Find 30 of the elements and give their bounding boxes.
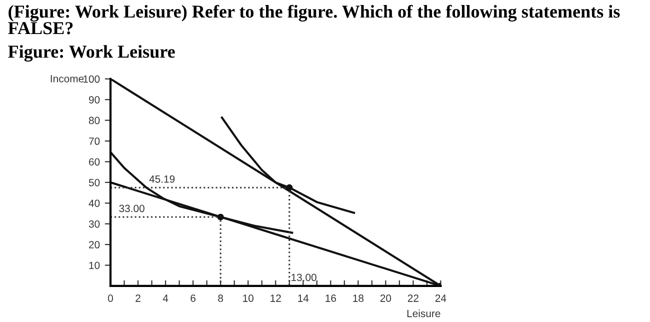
y-tick-label: 50 [88, 178, 100, 186]
x-tick-label: 24 [435, 294, 446, 302]
x-axis-title: Leisure [407, 310, 440, 318]
y-tick-label: 10 [89, 262, 100, 270]
x-tick-label: 20 [380, 294, 392, 302]
y-tick-label: 30 [88, 220, 100, 228]
x-tick-label: 4 [162, 294, 168, 302]
x-tick-label: 12 [270, 294, 281, 302]
x-tick-label: 18 [353, 294, 364, 302]
chart-subtitle: Figure: Work Leisure [8, 45, 175, 62]
chart-title: (Figure: Work Leisure) Refer to the figure. Which of the following statements is FALSE? [8, 4, 620, 34]
y-axis-title: Income [50, 75, 84, 82]
annotation: 45.19 [149, 175, 175, 183]
x-tick-label: 8 [218, 294, 224, 302]
x-tick-label: 2 [136, 294, 140, 302]
x-tick-label: 22 [408, 294, 418, 302]
y-tick-label: 60 [89, 158, 100, 166]
y-tick-label: 70 [89, 138, 100, 145]
y-tick-label: 90 [88, 96, 100, 104]
y-tick-label: 100 [84, 75, 100, 83]
annotation: 33.00 [119, 204, 144, 212]
x-tick-label: 14 [298, 294, 309, 302]
annotation: 13.00 [292, 274, 316, 282]
x-tick-label: 10 [243, 294, 254, 302]
y-tick-label: 80 [88, 116, 100, 124]
y-tick-label: 40 [88, 200, 100, 207]
x-tick-label: 6 [190, 294, 196, 302]
y-tick-label: 20 [89, 241, 100, 248]
x-tick-label: 16 [326, 294, 336, 302]
x-tick-label: 0 [108, 294, 113, 302]
